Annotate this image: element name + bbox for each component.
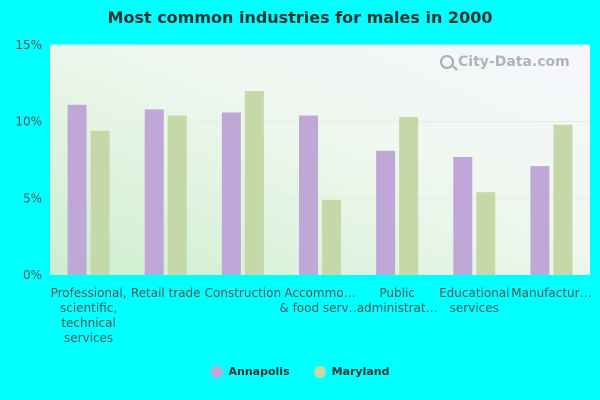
- bar-maryland: [90, 130, 110, 275]
- bar-maryland: [322, 199, 341, 275]
- y-tick-label: 5%: [23, 191, 42, 205]
- search-icon: [440, 55, 454, 69]
- bar-annapolis: [144, 109, 164, 276]
- bar-annapolis: [453, 156, 473, 275]
- chart-title: Most common industries for males in 2000: [107, 8, 493, 27]
- legend-swatch-maryland: [313, 365, 326, 378]
- legend-swatch-annapolis: [210, 365, 223, 378]
- x-tick-label: Professional,: [51, 286, 127, 300]
- x-tick-label: & food serv…: [279, 301, 360, 315]
- plot-area: [50, 45, 590, 275]
- x-axis: Professional,scientific,technicalservice…: [51, 286, 592, 345]
- legend-item-maryland: Maryland: [313, 365, 390, 378]
- x-tick-label: Retail trade: [131, 286, 201, 300]
- x-tick-label: scientific,: [60, 301, 117, 315]
- bar-annapolis: [376, 150, 396, 275]
- x-tick-label: services: [64, 331, 113, 345]
- legend: Annapolis Maryland: [0, 365, 600, 378]
- bar-annapolis: [299, 115, 318, 276]
- bar-annapolis: [221, 112, 241, 275]
- y-tick-label: 15%: [15, 38, 42, 52]
- watermark-text: City-Data.com: [458, 54, 570, 70]
- bar-annapolis: [530, 166, 550, 275]
- x-tick-label: Educational: [439, 286, 509, 300]
- bars: [67, 91, 573, 276]
- x-tick-label: technical: [61, 316, 116, 330]
- bar-maryland: [399, 117, 419, 275]
- y-tick-label: 0%: [23, 268, 42, 282]
- x-tick-label: Manufactur…: [511, 286, 591, 300]
- y-axis: 0% 5% 10% 15%: [15, 38, 42, 282]
- x-tick-label: Accommo…: [284, 286, 355, 300]
- y-tick-label: 10%: [15, 115, 42, 129]
- x-tick-label: administrat…: [357, 301, 438, 315]
- watermark: City-Data.com: [440, 54, 570, 70]
- legend-item-annapolis: Annapolis: [210, 365, 290, 378]
- bar-maryland: [244, 91, 264, 275]
- legend-label-maryland: Maryland: [331, 365, 390, 378]
- bar-maryland: [553, 124, 573, 275]
- gridlines: [50, 44, 590, 199]
- x-tick-label: Construction: [205, 286, 281, 300]
- bar-annapolis: [67, 104, 87, 275]
- x-tick-label: services: [450, 301, 499, 315]
- bar-maryland: [476, 192, 496, 275]
- legend-label-annapolis: Annapolis: [228, 365, 290, 378]
- bar-maryland: [167, 115, 187, 276]
- x-tick-label: Public: [379, 286, 415, 300]
